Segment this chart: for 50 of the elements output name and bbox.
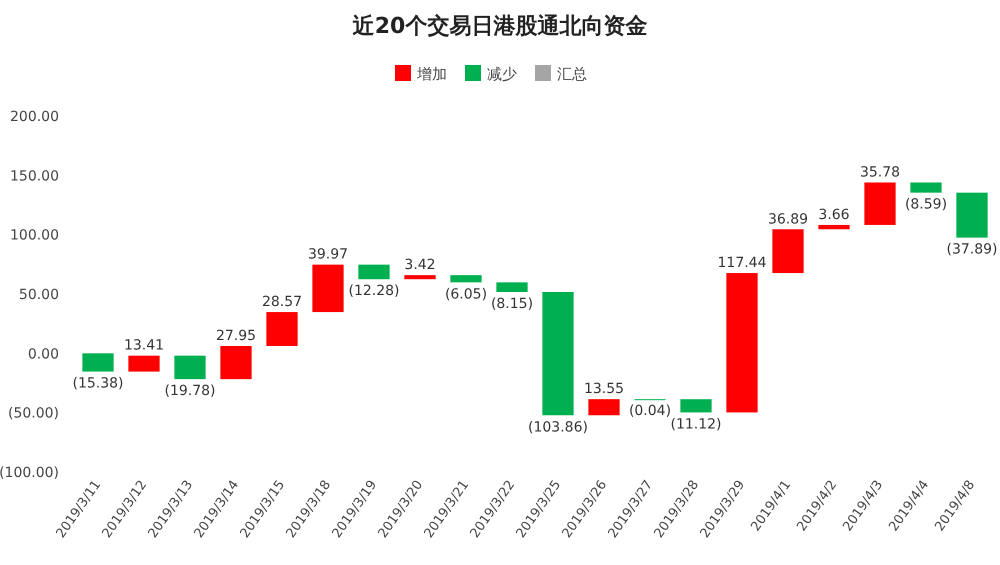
data-label: (8.59) — [904, 196, 948, 213]
bar — [174, 356, 206, 380]
bar — [128, 356, 160, 372]
bar — [82, 353, 114, 372]
data-label: (103.86) — [528, 419, 588, 436]
bar — [404, 275, 436, 280]
data-label: 13.41 — [124, 338, 164, 354]
y-tick-label: 50.00 — [18, 287, 59, 303]
bar — [266, 312, 298, 346]
bar — [450, 275, 482, 282]
y-tick-label: (50.00) — [8, 406, 59, 422]
bar — [220, 346, 252, 380]
data-label: (37.89) — [946, 242, 998, 258]
data-label: 13.55 — [584, 381, 624, 398]
data-label: 28.57 — [262, 294, 302, 310]
data-label: 117.44 — [718, 255, 767, 272]
y-tick-label: 0.00 — [28, 346, 59, 362]
bar — [680, 399, 712, 412]
legend-label: 减少 — [487, 65, 517, 83]
bar — [542, 292, 574, 416]
y-tick-label: 100.00 — [10, 228, 59, 244]
bar — [910, 182, 942, 193]
bar — [956, 192, 988, 238]
bar — [588, 399, 620, 416]
y-tick-label: 200.00 — [10, 109, 59, 125]
data-label: (8.15) — [490, 296, 534, 312]
data-label: 35.78 — [860, 164, 900, 180]
data-label: 36.89 — [768, 211, 808, 228]
bar — [726, 273, 758, 412]
bar — [818, 224, 850, 230]
data-label: (15.38) — [72, 376, 124, 392]
data-label: 3.66 — [818, 206, 850, 223]
legend-label: 汇总 — [557, 65, 587, 83]
y-tick-label: 150.00 — [10, 168, 59, 184]
bar — [772, 229, 804, 274]
data-label: (0.04) — [628, 403, 672, 420]
y-tick-label: (100.00) — [0, 465, 59, 481]
bar — [312, 264, 344, 312]
bar — [358, 264, 390, 280]
data-label: (11.12) — [670, 416, 722, 432]
data-label: (19.78) — [164, 383, 216, 400]
chart-title: 近20个交易日港股通北向资金 — [352, 13, 648, 39]
bar — [864, 182, 896, 225]
data-label: 27.95 — [216, 328, 256, 344]
bar — [496, 282, 528, 292]
data-label: 3.42 — [404, 257, 436, 274]
data-label: (12.28) — [348, 283, 400, 300]
data-label: 39.97 — [308, 246, 348, 263]
data-label: (6.05) — [444, 286, 488, 302]
legend-label: 增加 — [416, 65, 447, 83]
